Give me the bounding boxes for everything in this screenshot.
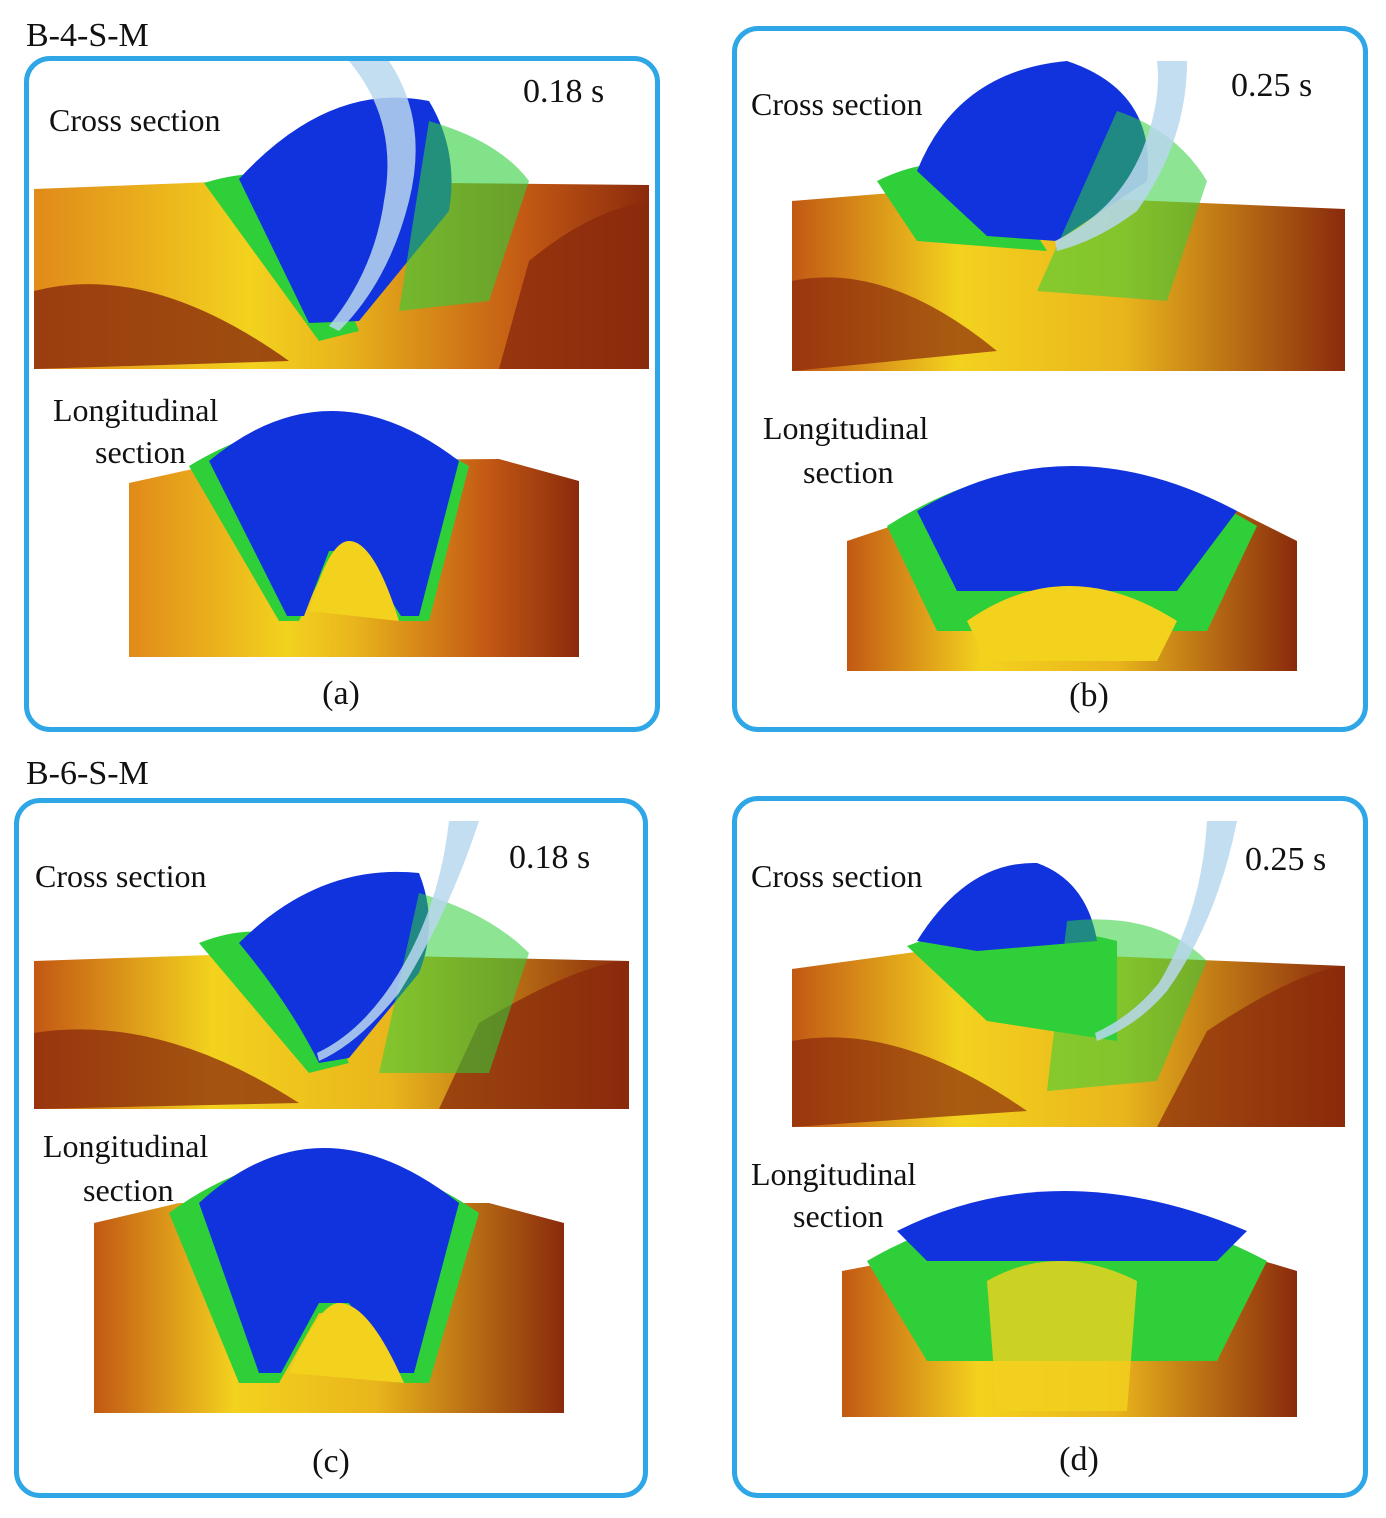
yellow-core-a — [309, 541, 399, 621]
longitudinal-label-a: Longitudinal — [53, 392, 219, 428]
panel-letter-d: (d) — [1059, 1441, 1099, 1478]
time-label-a: 0.18 s — [523, 73, 605, 110]
blue-bulb-d — [917, 862, 1097, 951]
tool-c — [317, 821, 479, 1061]
time-label-d: 0.25 s — [1245, 841, 1327, 878]
soil-dark-d — [792, 1037, 1027, 1127]
time-label-b: 0.25 s — [1231, 67, 1313, 104]
longitudinal-label-d: Longitudinal — [751, 1156, 917, 1192]
tool-b — [1055, 61, 1187, 251]
panel-letter-a: (a) — [322, 675, 360, 712]
green-right-c — [379, 893, 529, 1073]
particle-figure-b — [792, 61, 1345, 671]
blue-long-c — [199, 1148, 459, 1373]
green-right-a — [399, 121, 529, 311]
yellow-long-b — [967, 586, 1177, 661]
time-label-c: 0.18 s — [509, 839, 591, 876]
panel-c: 0.18 s Cross section Longitudinal sectio… — [14, 798, 648, 1498]
panel-letter-b: (b) — [1069, 677, 1109, 714]
blue-long-a — [209, 411, 459, 616]
blue-long-d — [897, 1191, 1247, 1261]
tool-d — [1095, 821, 1237, 1041]
particle-figure-a — [34, 61, 649, 657]
soil-dark-c — [34, 1029, 299, 1109]
soil-dark-b — [792, 277, 997, 371]
particle-figure-d — [792, 821, 1345, 1417]
cross-section-label-b: Cross section — [751, 86, 923, 122]
section-label-b: section — [803, 454, 894, 490]
group-label-b4: B-4-S-M — [26, 17, 149, 54]
panel-a: 0.18 s Cross section Longitudinal sectio… — [24, 56, 660, 732]
group-label-b6: B-6-S-M — [26, 755, 149, 792]
soil-dark-a2 — [499, 201, 649, 369]
soil-dark-d2 — [1157, 966, 1345, 1127]
section-label-a: section — [95, 434, 186, 470]
longitudinal-label-c: Longitudinal — [43, 1128, 209, 1164]
cross-section-label-a: Cross section — [49, 102, 221, 138]
particle-figure-c — [34, 821, 629, 1413]
tool-a — [329, 61, 416, 331]
panel-letter-c: (c) — [312, 1443, 350, 1480]
cross-section-label-d: Cross section — [751, 858, 923, 894]
cross-section-label-c: Cross section — [35, 858, 207, 894]
green-right-d — [1047, 919, 1207, 1091]
yellow-core-c — [289, 1303, 404, 1383]
blue-long-b — [917, 466, 1237, 591]
soil-dark-a — [34, 284, 289, 369]
section-label-c: section — [83, 1172, 174, 1208]
longitudinal-label-b: Longitudinal — [763, 410, 929, 446]
blue-bulb-c — [239, 871, 429, 1063]
panel-d: 0.25 s Cross section Longitudinal sectio… — [732, 796, 1368, 1498]
section-label-d: section — [793, 1198, 884, 1234]
panel-b: 0.25 s Cross section Longitudinal sectio… — [732, 26, 1368, 732]
yellow-long-d — [987, 1261, 1137, 1411]
